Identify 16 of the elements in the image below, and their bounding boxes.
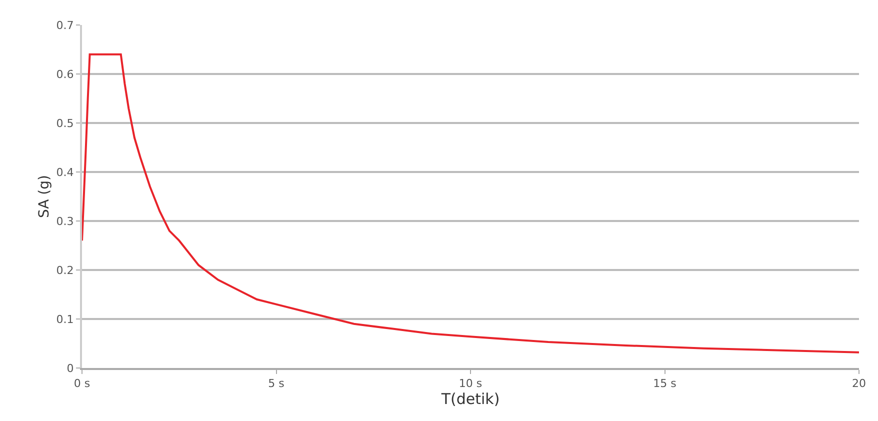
x-tick-label: 15 s	[653, 377, 677, 390]
y-tick-label: 0.7	[56, 18, 74, 32]
y-tick-label: 0.2	[56, 264, 74, 277]
line-series	[82, 53, 859, 354]
y-tick-label: 0	[66, 362, 74, 375]
y-tick-label: 0.1	[56, 312, 74, 326]
y-tick-label: 0.5	[56, 116, 74, 130]
x-tick-label: 10 s	[458, 377, 482, 390]
y-tick-label: 0.4	[56, 166, 74, 179]
x-tick-label: 0 s	[74, 377, 90, 390]
x-axis-title: T(detik)	[440, 390, 500, 408]
y-tick-label: 0.3	[56, 214, 74, 228]
x-tick-label: 20	[852, 377, 866, 390]
y-tick-label: 0.6	[56, 68, 74, 81]
x-tick-label: 5 s	[268, 377, 285, 390]
y-axis-title: SA (g)	[36, 175, 52, 218]
